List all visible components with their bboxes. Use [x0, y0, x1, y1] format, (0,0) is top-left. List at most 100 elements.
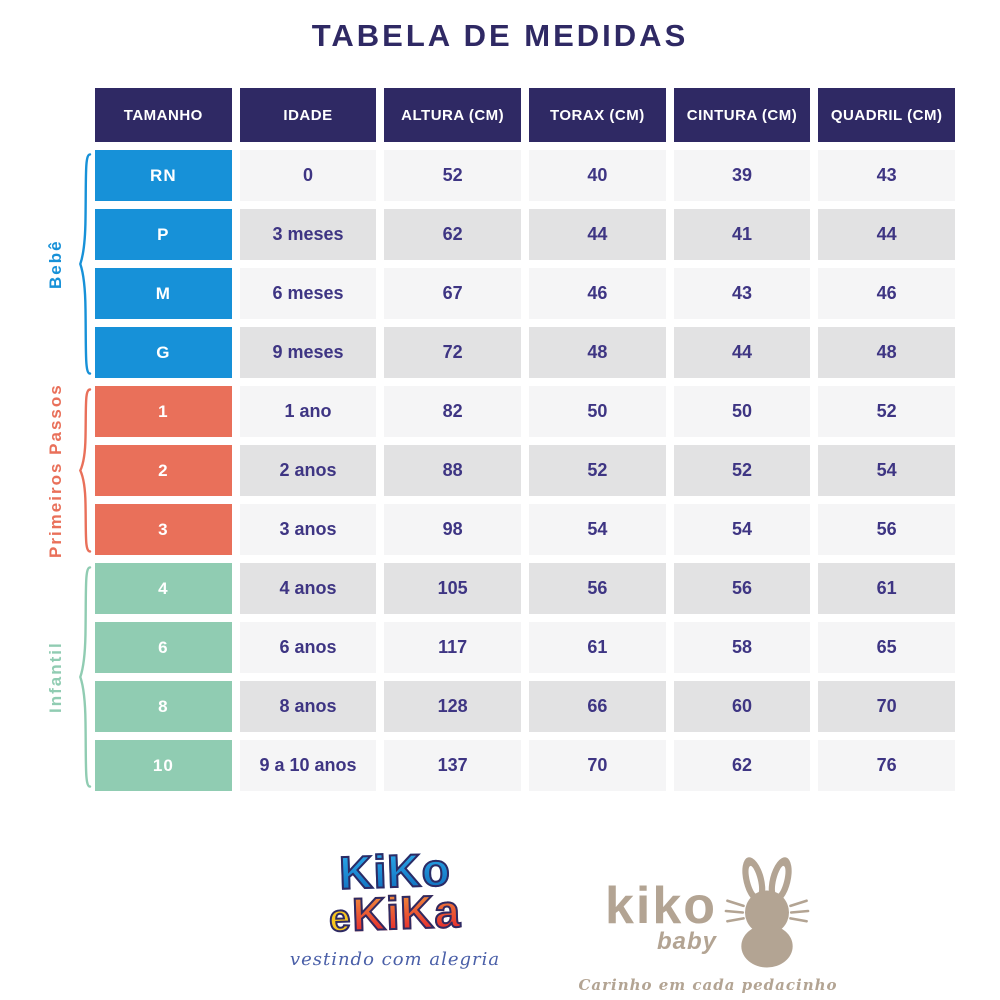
size-cell: RN [95, 150, 232, 201]
idade-cell: 1 ano [239, 386, 377, 437]
group-brace-primeiros-passos [79, 387, 92, 554]
torax-cell: 70 [529, 740, 666, 791]
header-row: TAMANHO IDADE ALTURA (CM) TORAX (CM) CIN… [95, 88, 955, 142]
kiko-baby-top: kiko baby [578, 852, 838, 970]
torax-cell: 44 [529, 209, 666, 260]
kiko-baby-logo: kiko baby Carinho em cada pedacinho [578, 852, 838, 994]
size-cell: 3 [95, 504, 232, 555]
header-torax: TORAX (CM) [529, 88, 666, 142]
size-cell: 8 [95, 681, 232, 732]
torax-cell: 56 [529, 563, 666, 614]
idade-cell: 3 anos [239, 504, 377, 555]
kiko-e-kika-word2-line: eKiKa [274, 884, 515, 942]
altura-cell: 67 [384, 268, 521, 319]
torax-cell: 52 [529, 445, 666, 496]
idade-cell: 9 a 10 anos [239, 740, 377, 791]
quadril-cell: 65 [818, 622, 955, 673]
cintura-cell: 58 [673, 622, 811, 673]
cintura-cell: 52 [673, 445, 811, 496]
altura-cell: 72 [384, 327, 521, 378]
torax-cell: 46 [529, 268, 666, 319]
measurements-table: TAMANHO IDADE ALTURA (CM) TORAX (CM) CIN… [46, 88, 955, 791]
quadril-cell: 76 [818, 740, 955, 791]
idade-cell: 8 anos [239, 681, 377, 732]
altura-cell: 117 [384, 622, 521, 673]
cintura-cell: 56 [673, 563, 811, 614]
group-label-primeiros-passos: Primeiros Passos [46, 383, 65, 558]
kika-word: KiKa [350, 884, 463, 942]
kiko-e-kika-logo: KiKo eKiKa vestindo com alegria [274, 842, 515, 971]
quadril-cell: 48 [818, 327, 955, 378]
page-title: TABELA DE MEDIDAS [311, 18, 689, 53]
bunny-icon [724, 857, 810, 968]
kiko-baby-sub: baby [657, 928, 718, 955]
altura-cell: 62 [384, 209, 521, 260]
cintura-cell: 39 [673, 150, 811, 201]
quadril-cell: 56 [818, 504, 955, 555]
idade-cell: 2 anos [239, 445, 377, 496]
header-altura: ALTURA (CM) [384, 88, 521, 142]
altura-cell: 137 [384, 740, 521, 791]
size-cell: 10 [95, 740, 232, 791]
group-brace-infantil [79, 564, 92, 790]
size-cell: 1 [95, 386, 232, 437]
header-tamanho: TAMANHO [95, 88, 232, 142]
header-cintura: CINTURA (CM) [673, 88, 811, 142]
altura-cell: 105 [384, 563, 521, 614]
cintura-cell: 44 [673, 327, 811, 378]
cintura-cell: 43 [673, 268, 811, 319]
kiko-baby-words: kiko baby [604, 877, 718, 970]
altura-cell: 128 [384, 681, 521, 732]
idade-cell: 6 meses [239, 268, 377, 319]
torax-cell: 61 [529, 622, 666, 673]
idade-cell: 3 meses [239, 209, 377, 260]
torax-cell: 66 [529, 681, 666, 732]
kiko-baby-name: kiko [604, 877, 718, 936]
group-rows-bebe: RN 0 52 40 39 43 P 3 meses 62 44 41 44 M 6 meses 67 46 4… [95, 150, 955, 378]
idade-cell: 9 meses [239, 327, 377, 378]
torax-cell: 40 [529, 150, 666, 201]
size-cell: 2 [95, 445, 232, 496]
idade-cell: 4 anos [239, 563, 377, 614]
group-brace-bebe [79, 151, 92, 377]
altura-cell: 88 [384, 445, 521, 496]
idade-cell: 6 anos [239, 622, 377, 673]
cintura-cell: 60 [673, 681, 811, 732]
group-label-infantil: Infantil [46, 641, 65, 713]
torax-cell: 54 [529, 504, 666, 555]
altura-cell: 82 [384, 386, 521, 437]
size-cell: 6 [95, 622, 232, 673]
table-row: 10 9 a 10 anos 137 70 62 76 [95, 740, 955, 791]
kiko-e-kika-tagline: vestindo com alegria [289, 949, 501, 971]
table-row: RN 0 52 40 39 43 [95, 150, 955, 201]
quadril-cell: 43 [818, 150, 955, 201]
torax-cell: 48 [529, 327, 666, 378]
altura-cell: 98 [384, 504, 521, 555]
size-cell: 4 [95, 563, 232, 614]
quadril-cell: 70 [818, 681, 955, 732]
cintura-cell: 50 [673, 386, 811, 437]
header-quadril: QUADRIL (CM) [818, 88, 955, 142]
torax-cell: 50 [529, 386, 666, 437]
size-cell: P [95, 209, 232, 260]
quadril-cell: 46 [818, 268, 955, 319]
quadril-cell: 44 [818, 209, 955, 260]
group-bebe: Bebê RN 0 52 40 39 43 P 3 meses 62 44 41 44 M 6 meses… [46, 150, 955, 378]
quadril-cell: 61 [818, 563, 955, 614]
group-label-bebe: Bebê [46, 239, 65, 289]
header-idade: IDADE [239, 88, 377, 142]
quadril-cell: 54 [818, 445, 955, 496]
